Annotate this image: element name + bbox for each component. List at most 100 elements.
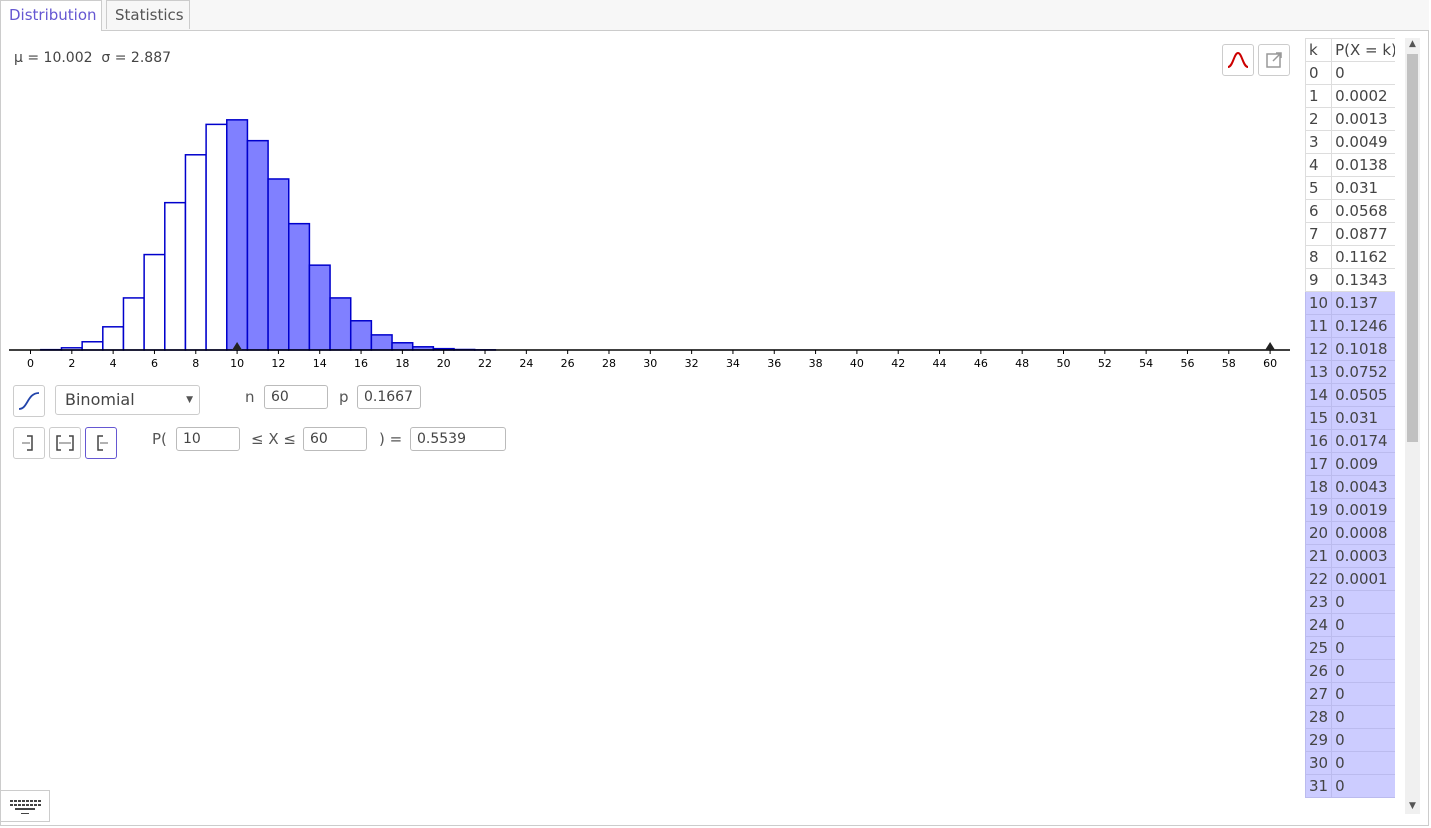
n-input[interactable] [264, 385, 328, 409]
probability-suffix: ) = [379, 430, 403, 448]
cell-k: 6 [1305, 199, 1333, 223]
cell-probability: 0 [1331, 751, 1395, 775]
table-row[interactable]: 13 0.0752 [1305, 360, 1395, 384]
cell-probability: 0.0013 [1331, 107, 1395, 131]
table-row[interactable]: 25 0 [1305, 636, 1395, 660]
cell-probability: 0.0008 [1331, 521, 1395, 545]
table-row[interactable]: 30 0 [1305, 751, 1395, 775]
table-row[interactable]: 29 0 [1305, 728, 1395, 752]
x-tick-label: 32 [685, 357, 699, 370]
cell-probability: 0.0138 [1331, 153, 1395, 177]
table-row[interactable]: 9 0.1343 [1305, 268, 1395, 292]
p-label: p [339, 388, 349, 406]
table-row[interactable]: 1 0.0002 [1305, 84, 1395, 108]
header-p: P(X = k) [1331, 38, 1395, 62]
cell-probability: 0.0049 [1331, 130, 1395, 154]
x-tick-label: 46 [974, 357, 988, 370]
bars-group [40, 119, 497, 351]
x-tick-label: 40 [850, 357, 864, 370]
cell-probability: 0.0505 [1331, 383, 1395, 407]
x-tick-label: 52 [1098, 357, 1112, 370]
p-input[interactable] [357, 385, 421, 409]
x-ticks-group: 0 2 4 6 8 10 12 14 16 18 20 22 24 26 28 30 32 34 36 38 40 42 4… [27, 350, 1277, 370]
bound-marker[interactable] [1265, 342, 1276, 350]
tab-statistics[interactable]: Statistics [106, 0, 190, 29]
table-row[interactable]: 4 0.0138 [1305, 153, 1395, 177]
table-body: 0 0 1 0.0002 2 0.0013 3 0.0049 4 0.0138 5 0.031 6 0.0… [1305, 61, 1395, 798]
scrollbar-thumb[interactable] [1407, 54, 1418, 442]
x-tick-label: 34 [726, 357, 740, 370]
cell-probability: 0.0752 [1331, 360, 1395, 384]
scroll-up-icon[interactable]: ▲ [1409, 39, 1416, 49]
table-row[interactable]: 26 0 [1305, 659, 1395, 683]
table-row[interactable]: 6 0.0568 [1305, 199, 1395, 223]
upper-bound-input[interactable] [303, 427, 367, 451]
header-k: k [1305, 38, 1333, 62]
bar-k-7 [164, 201, 187, 351]
left-sided-icon [22, 435, 33, 451]
scroll-down-icon[interactable]: ▼ [1409, 801, 1416, 811]
table-row[interactable]: 20 0.0008 [1305, 521, 1395, 545]
inequality-label: ≤ X ≤ [251, 430, 296, 448]
table-row[interactable]: 21 0.0003 [1305, 544, 1395, 568]
cell-k: 16 [1305, 429, 1333, 453]
table-row[interactable]: 27 0 [1305, 682, 1395, 706]
tab-distribution[interactable]: Distribution [0, 0, 102, 31]
table-row[interactable]: 15 0.031 [1305, 406, 1395, 430]
x-tick-label: 58 [1222, 357, 1236, 370]
table-row[interactable]: 8 0.1162 [1305, 245, 1395, 269]
probability-table: k P(X = k) 0 0 1 0.0002 2 0.0013 3 0.0049 4 0.013… [1305, 38, 1395, 798]
x-tick-label: 18 [395, 357, 409, 370]
table-row[interactable]: 2 0.0013 [1305, 107, 1395, 131]
x-tick-label: 50 [1057, 357, 1071, 370]
table-row[interactable]: 24 0 [1305, 613, 1395, 637]
left-sided-button[interactable] [13, 427, 45, 459]
table-row[interactable]: 5 0.031 [1305, 176, 1395, 200]
interval-button[interactable] [49, 427, 81, 459]
table-row[interactable]: 28 0 [1305, 705, 1395, 729]
x-tick-label: 26 [561, 357, 575, 370]
distribution-select[interactable]: Binomial ▼ [55, 385, 200, 415]
table-row[interactable]: 16 0.0174 [1305, 429, 1395, 453]
table-row[interactable]: 22 0.0001 [1305, 567, 1395, 591]
table-row[interactable]: 11 0.1246 [1305, 314, 1395, 338]
cell-k: 24 [1305, 613, 1333, 637]
table-row[interactable]: 18 0.0043 [1305, 475, 1395, 499]
x-tick-label: 6 [151, 357, 158, 370]
bar-k-10 [226, 119, 249, 351]
probability-result-field[interactable] [410, 427, 506, 451]
x-tick-label: 38 [809, 357, 823, 370]
x-tick-label: 22 [478, 357, 492, 370]
right-sided-button[interactable] [85, 427, 117, 459]
probability-table-container[interactable]: k P(X = k) 0 0 1 0.0002 2 0.0013 3 0.0049 4 0.013… [1305, 38, 1395, 814]
export-button[interactable] [1258, 44, 1290, 76]
lower-bound-input[interactable] [176, 427, 240, 451]
keyboard-button[interactable] [0, 790, 50, 822]
cumulative-toggle-button[interactable] [13, 385, 45, 417]
cell-k: 3 [1305, 130, 1333, 154]
table-row[interactable]: 23 0 [1305, 590, 1395, 614]
table-row[interactable]: 10 0.137 [1305, 291, 1395, 315]
table-row[interactable]: 19 0.0019 [1305, 498, 1395, 522]
bar-k-12 [267, 178, 290, 351]
cell-k: 18 [1305, 475, 1333, 499]
table-row[interactable]: 31 0 [1305, 774, 1395, 798]
x-tick-label: 8 [192, 357, 199, 370]
x-tick-label: 36 [767, 357, 781, 370]
normal-overlay-button[interactable] [1222, 44, 1254, 76]
table-row[interactable]: 12 0.1018 [1305, 337, 1395, 361]
distribution-selected-value: Binomial [65, 390, 135, 409]
cell-k: 22 [1305, 567, 1333, 591]
bound-marker[interactable] [232, 342, 243, 350]
x-tick-label: 28 [602, 357, 616, 370]
cell-k: 11 [1305, 314, 1333, 338]
cell-k: 23 [1305, 590, 1333, 614]
table-row[interactable]: 3 0.0049 [1305, 130, 1395, 154]
table-row[interactable]: 14 0.0505 [1305, 383, 1395, 407]
table-row[interactable]: 17 0.009 [1305, 452, 1395, 476]
x-tick-label: 44 [933, 357, 947, 370]
table-row[interactable]: 7 0.0877 [1305, 222, 1395, 246]
cell-k: 20 [1305, 521, 1333, 545]
